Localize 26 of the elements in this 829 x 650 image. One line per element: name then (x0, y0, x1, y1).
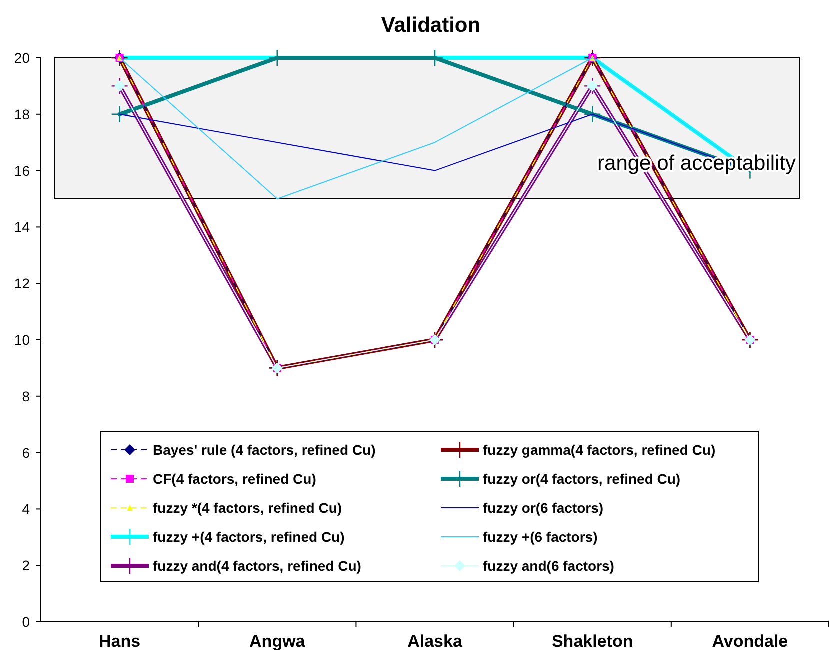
y-tick-label: 8 (22, 388, 30, 404)
x-tick-label: Hans (99, 632, 141, 650)
x-tick-label: Alaska (408, 632, 463, 650)
y-tick-label: 0 (22, 614, 30, 630)
x-tick-label: Avondale (712, 632, 788, 650)
legend-label: fuzzy and(4 factors, refined Cu) (153, 558, 362, 574)
legend-label: fuzzy +(4 factors, refined Cu) (153, 529, 345, 545)
legend-label: Bayes' rule (4 factors, refined Cu) (153, 442, 376, 458)
y-tick-label: 12 (14, 276, 30, 292)
legend-label: fuzzy or(6 factors) (483, 500, 604, 516)
y-tick-label: 16 (14, 162, 30, 179)
y-tick-label: 20 (14, 50, 30, 66)
legend-label: fuzzy or(4 factors, refined Cu) (483, 471, 681, 487)
y-tick-label: 14 (14, 219, 30, 236)
legend-label: fuzzy +(6 factors) (483, 529, 598, 545)
legend-label: fuzzy and(6 factors) (483, 558, 614, 574)
legend-label: CF(4 factors, refined Cu) (153, 471, 316, 487)
y-tick-label: 2 (22, 558, 30, 574)
legend-label: fuzzy gamma(4 factors, refined Cu) (483, 442, 716, 458)
x-tick-label: Shakleton (552, 632, 634, 650)
legend-label: fuzzy *(4 factors, refined Cu) (153, 500, 342, 516)
y-tick-label: 4 (22, 501, 30, 518)
y-tick-label: 10 (14, 332, 30, 348)
y-tick-label: 18 (14, 106, 30, 122)
chart-title: Validation (381, 14, 481, 37)
y-tick-label: 6 (22, 444, 30, 461)
